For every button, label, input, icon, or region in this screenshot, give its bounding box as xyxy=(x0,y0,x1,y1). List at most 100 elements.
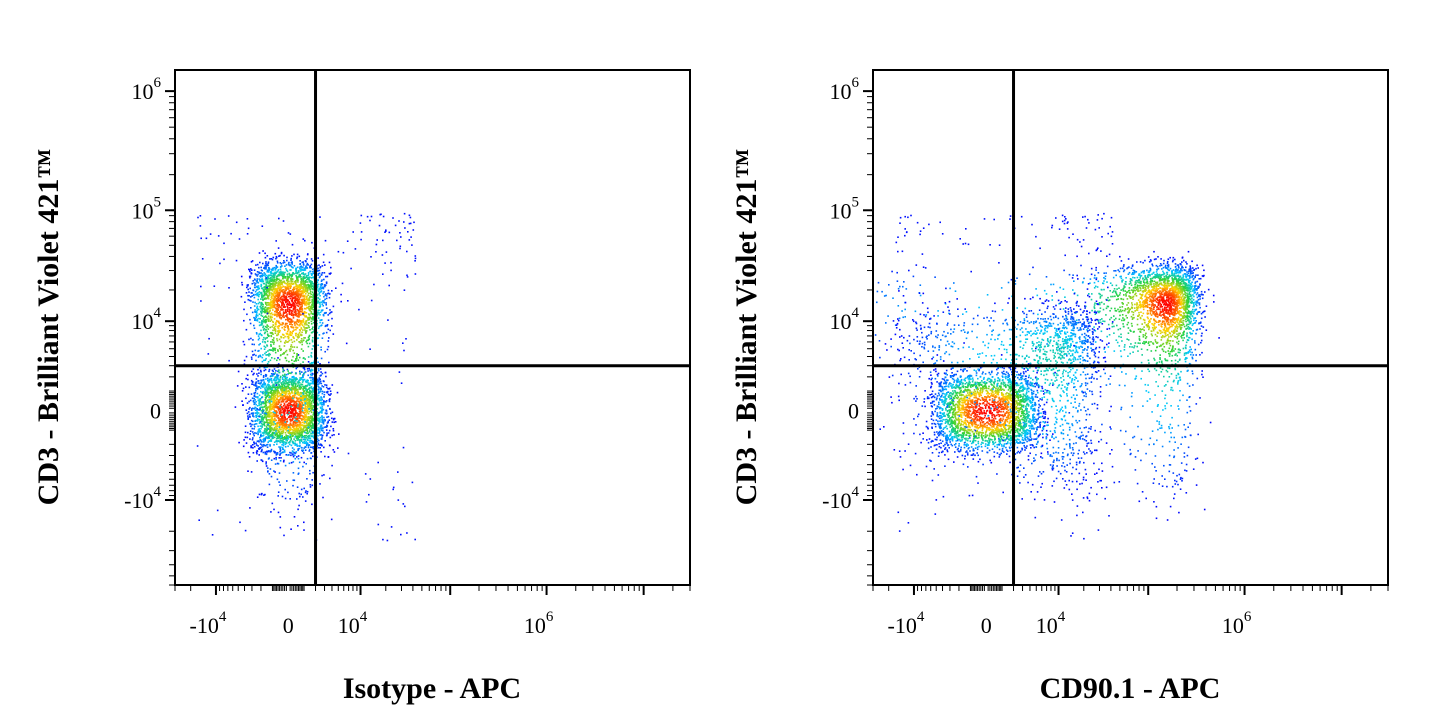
event-dot xyxy=(299,377,301,379)
event-dot xyxy=(265,465,268,467)
event-dot xyxy=(320,434,322,436)
event-dot xyxy=(282,443,285,445)
event-dot xyxy=(280,436,282,438)
event-dot xyxy=(293,417,296,419)
event-dot xyxy=(266,278,269,281)
event-dot xyxy=(283,328,286,330)
event-dot xyxy=(268,396,271,398)
event-dot xyxy=(281,439,283,442)
event-dot xyxy=(333,451,336,453)
event-dot xyxy=(286,310,289,313)
event-dot xyxy=(256,420,259,422)
event-dot xyxy=(267,350,269,352)
event-dot xyxy=(299,427,302,430)
event-dot xyxy=(318,276,321,279)
event-dot xyxy=(279,449,282,452)
event-dot xyxy=(272,404,275,406)
event-dot xyxy=(308,400,310,402)
event-dot xyxy=(289,393,292,395)
event-dot xyxy=(281,431,283,433)
event-dot xyxy=(324,455,326,458)
event-dot xyxy=(330,393,332,395)
event-dot xyxy=(299,320,302,323)
event-dot xyxy=(258,398,261,401)
event-dot xyxy=(249,507,251,509)
event-dot xyxy=(266,436,268,439)
event-dot xyxy=(312,455,314,458)
event-dot xyxy=(310,282,312,285)
event-dot xyxy=(321,409,324,412)
event-dot xyxy=(301,321,303,324)
event-dot xyxy=(294,392,297,395)
event-dot xyxy=(306,419,309,421)
event-dot xyxy=(256,293,258,295)
event-dot xyxy=(317,394,320,397)
event-dot xyxy=(299,407,301,409)
event-dot xyxy=(301,383,304,386)
event-dot xyxy=(317,403,319,406)
event-dot xyxy=(280,340,282,343)
event-dot xyxy=(249,415,251,418)
event-dot xyxy=(317,361,319,363)
event-dot xyxy=(290,303,293,306)
event-dot xyxy=(320,396,322,398)
event-dot xyxy=(269,468,272,470)
event-dot xyxy=(305,316,308,318)
event-dot xyxy=(267,334,269,337)
event-dot xyxy=(295,419,298,422)
event-dot xyxy=(297,383,299,385)
event-dot xyxy=(276,325,279,328)
event-dot xyxy=(292,442,295,445)
event-dot xyxy=(273,306,276,308)
event-dot xyxy=(247,378,249,381)
event-dot xyxy=(265,319,267,321)
event-dot xyxy=(286,436,288,438)
event-dot xyxy=(267,320,270,322)
event-dot xyxy=(312,424,315,427)
event-dot xyxy=(272,329,274,332)
event-dot xyxy=(293,387,296,389)
event-dot xyxy=(304,413,306,416)
event-dot xyxy=(291,380,294,383)
event-dot xyxy=(302,379,305,381)
event-dot xyxy=(256,411,259,414)
event-dot xyxy=(318,334,321,336)
event-dot xyxy=(254,409,257,411)
event-dot xyxy=(279,447,281,449)
event-dot xyxy=(325,434,328,437)
event-dot xyxy=(276,260,279,263)
event-dot xyxy=(261,409,264,411)
event-dot xyxy=(301,300,304,303)
event-dot xyxy=(292,399,295,402)
event-dot xyxy=(293,253,295,256)
event-dot xyxy=(303,424,305,427)
event-dot xyxy=(286,273,289,276)
event-dot xyxy=(272,269,274,272)
event-dot xyxy=(302,441,304,444)
event-dot xyxy=(310,435,313,438)
event-dot xyxy=(292,290,295,293)
event-dot xyxy=(265,463,267,465)
event-dot xyxy=(254,406,256,409)
event-dot xyxy=(255,432,258,435)
event-dot xyxy=(256,373,258,375)
event-dot xyxy=(246,286,248,289)
event-dot xyxy=(273,508,275,511)
event-dot xyxy=(277,463,280,465)
event-dot xyxy=(269,313,272,315)
event-dot xyxy=(250,393,253,395)
event-dot xyxy=(311,339,314,341)
event-dot xyxy=(244,431,247,434)
event-dot xyxy=(309,370,312,373)
event-dot xyxy=(332,429,335,432)
event-dot xyxy=(268,413,270,415)
event-dot xyxy=(301,287,303,290)
event-dot xyxy=(309,422,311,424)
event-dot xyxy=(302,393,305,395)
event-dot xyxy=(279,409,282,412)
event-dot xyxy=(255,282,257,285)
event-dot xyxy=(311,393,314,396)
event-dot xyxy=(267,458,270,460)
event-dot xyxy=(297,315,300,318)
